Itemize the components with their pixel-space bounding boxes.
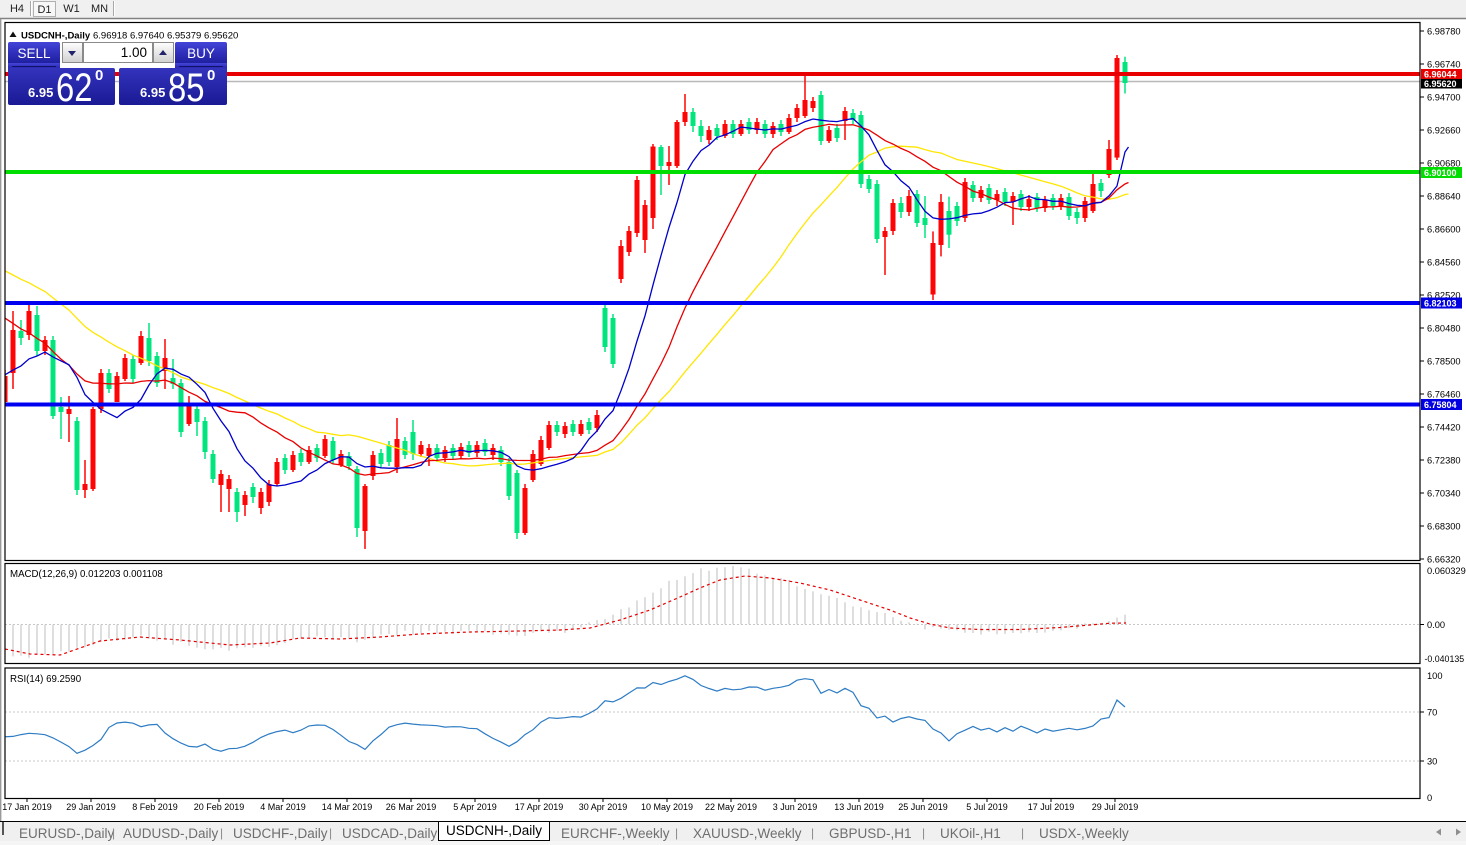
svg-text:25 Jun 2019: 25 Jun 2019 — [898, 802, 948, 812]
svg-text:4 Mar 2019: 4 Mar 2019 — [260, 802, 306, 812]
svg-text:6.78500: 6.78500 — [1427, 357, 1461, 367]
svg-text:0: 0 — [1427, 793, 1432, 803]
svg-text:6.82103: 6.82103 — [1424, 298, 1457, 308]
svg-text:6.90680: 6.90680 — [1427, 159, 1461, 169]
svg-text:USDCNH-,Daily: USDCNH-,Daily — [21, 31, 91, 42]
svg-text:5 Apr 2019: 5 Apr 2019 — [453, 802, 497, 812]
svg-text:5 Jul 2019: 5 Jul 2019 — [966, 802, 1008, 812]
svg-text:6.70340: 6.70340 — [1427, 489, 1461, 499]
svg-text:6.75804: 6.75804 — [1424, 400, 1457, 410]
svg-text:6.82520: 6.82520 — [1427, 291, 1461, 301]
svg-text:6.72380: 6.72380 — [1427, 456, 1461, 466]
svg-text:8 Feb 2019: 8 Feb 2019 — [132, 802, 178, 812]
svg-text:6.95620: 6.95620 — [1424, 79, 1457, 89]
svg-text:29 Jan 2019: 29 Jan 2019 — [66, 802, 116, 812]
svg-text:6.96740: 6.96740 — [1427, 60, 1461, 70]
svg-text:6.84560: 6.84560 — [1427, 258, 1461, 268]
svg-text:6.92660: 6.92660 — [1427, 126, 1461, 136]
svg-text:6.76460: 6.76460 — [1427, 390, 1461, 400]
svg-text:10 May 2019: 10 May 2019 — [641, 802, 693, 812]
svg-text:30 Apr 2019: 30 Apr 2019 — [579, 802, 628, 812]
svg-text:70: 70 — [1427, 708, 1437, 718]
svg-text:20 Feb 2019: 20 Feb 2019 — [194, 802, 245, 812]
svg-text:17 Apr 2019: 17 Apr 2019 — [515, 802, 564, 812]
svg-text:6.66320: 6.66320 — [1427, 555, 1461, 565]
svg-text:6.96918 6.97640 6.95379 6.9562: 6.96918 6.97640 6.95379 6.95620 — [93, 31, 238, 42]
svg-text:100: 100 — [1427, 671, 1443, 681]
svg-text:6.88640: 6.88640 — [1427, 192, 1461, 202]
svg-text:6.68300: 6.68300 — [1427, 522, 1461, 532]
svg-text:RSI(14) 69.2590: RSI(14) 69.2590 — [10, 674, 82, 685]
svg-text:0.00: 0.00 — [1427, 620, 1445, 630]
svg-text:6.94700: 6.94700 — [1427, 93, 1461, 103]
svg-text:6.98780: 6.98780 — [1427, 27, 1461, 37]
svg-text:0.060329: 0.060329 — [1427, 566, 1466, 576]
svg-text:-0.040135: -0.040135 — [1425, 654, 1465, 664]
svg-text:13 Jun 2019: 13 Jun 2019 — [834, 802, 884, 812]
svg-text:3 Jun 2019: 3 Jun 2019 — [773, 802, 818, 812]
svg-text:6.80480: 6.80480 — [1427, 324, 1461, 334]
svg-text:26 Mar 2019: 26 Mar 2019 — [386, 802, 437, 812]
svg-text:6.96044: 6.96044 — [1424, 69, 1457, 79]
svg-text:17 Jan 2019: 17 Jan 2019 — [2, 802, 52, 812]
svg-text:6.90100: 6.90100 — [1424, 168, 1457, 178]
svg-text:6.86600: 6.86600 — [1427, 225, 1461, 235]
svg-text:29 Jul 2019: 29 Jul 2019 — [1092, 802, 1139, 812]
svg-text:MACD(12,26,9) 0.012203 0.00110: MACD(12,26,9) 0.012203 0.001108 — [10, 569, 163, 580]
svg-text:30: 30 — [1427, 757, 1437, 767]
svg-text:14 Mar 2019: 14 Mar 2019 — [322, 802, 373, 812]
svg-text:6.74420: 6.74420 — [1427, 423, 1461, 433]
svg-text:22 May 2019: 22 May 2019 — [705, 802, 757, 812]
svg-text:17 Jul 2019: 17 Jul 2019 — [1028, 802, 1075, 812]
